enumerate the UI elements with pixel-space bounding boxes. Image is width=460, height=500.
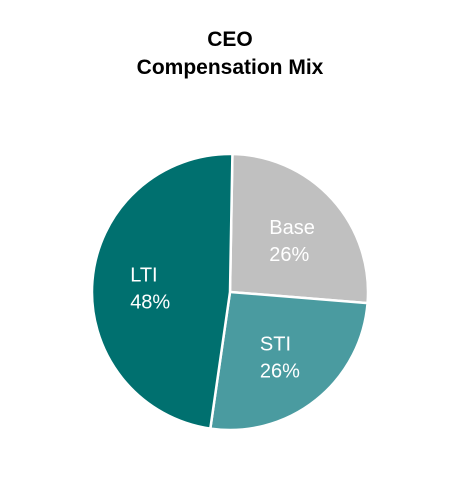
slice-value-base: 26%: [269, 244, 309, 266]
chart-title-line-1: CEO: [207, 28, 253, 51]
chart-title: CEO Compensation Mix: [0, 26, 460, 82]
slice-value-sti: 26%: [260, 361, 300, 383]
chart-title-line-2: Compensation Mix: [136, 56, 324, 79]
slice-value-lti: 48%: [130, 292, 170, 314]
slice-label-sti: STI: [260, 334, 291, 356]
pie-slice-base: [228, 152, 370, 305]
slice-label-base: Base: [269, 217, 315, 239]
slice-label-lti: LTI: [130, 265, 157, 287]
pie-slice-sti: [209, 290, 369, 432]
pie-slice-lti: [90, 152, 234, 430]
